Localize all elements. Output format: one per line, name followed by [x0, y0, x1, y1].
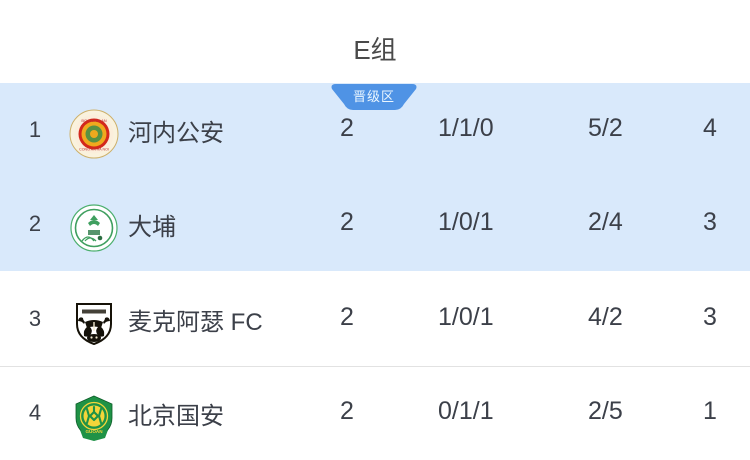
svg-text:CONG AN HA NOI: CONG AN HA NOI: [79, 148, 109, 152]
svg-text:BO CONG AN: BO CONG AN: [81, 118, 106, 123]
svg-text:GUOAN: GUOAN: [85, 429, 103, 434]
